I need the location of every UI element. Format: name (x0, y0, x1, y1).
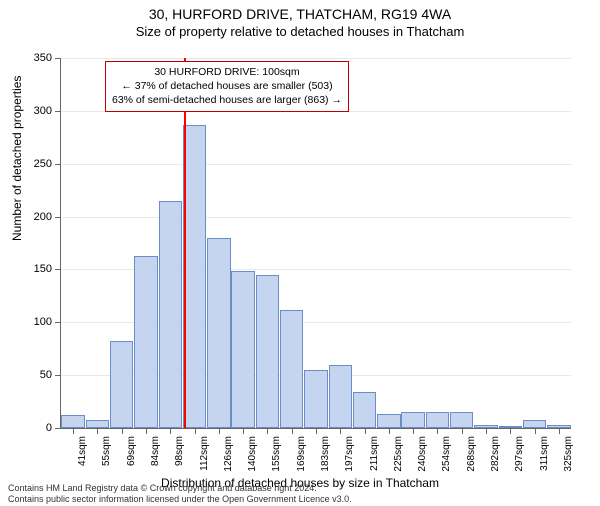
chart-plot-area: 05010015020025030035041sqm55sqm69sqm84sq… (60, 58, 571, 429)
x-tick-label: 155sqm (271, 436, 282, 472)
x-tick (97, 428, 98, 434)
histogram-bar (110, 341, 134, 428)
histogram-bar (183, 125, 207, 428)
x-tick-label: 55sqm (101, 436, 112, 466)
histogram-bar (329, 365, 353, 428)
callout-line-2: ← 37% of detached houses are smaller (50… (112, 79, 342, 93)
x-tick (462, 428, 463, 434)
y-tick (55, 58, 61, 59)
histogram-bar (231, 271, 255, 429)
histogram-bar (207, 238, 231, 428)
y-tick-label: 350 (34, 52, 52, 64)
x-tick-label: 140sqm (247, 436, 258, 472)
gridline (61, 217, 571, 218)
histogram-bar (523, 420, 547, 428)
x-tick-label: 126sqm (223, 436, 234, 472)
x-tick-label: 311sqm (539, 436, 550, 471)
x-tick (389, 428, 390, 434)
x-tick-label: 84sqm (150, 436, 161, 466)
copyright-line-1: Contains HM Land Registry data © Crown c… (8, 483, 352, 494)
chart-title-main: 30, HURFORD DRIVE, THATCHAM, RG19 4WA (0, 6, 600, 22)
x-tick (267, 428, 268, 434)
y-axis-title: Number of detached properties (10, 76, 24, 241)
y-tick (55, 217, 61, 218)
x-tick (559, 428, 560, 434)
chart-title-sub: Size of property relative to detached ho… (0, 24, 600, 39)
x-tick (340, 428, 341, 434)
x-tick (122, 428, 123, 434)
y-tick (55, 111, 61, 112)
x-tick (170, 428, 171, 434)
x-tick (316, 428, 317, 434)
x-tick (437, 428, 438, 434)
y-tick-label: 200 (34, 211, 52, 223)
callout-box: 30 HURFORD DRIVE: 100sqm ← 37% of detach… (105, 61, 349, 112)
y-tick-label: 250 (34, 158, 52, 170)
x-tick-label: 268sqm (466, 436, 477, 472)
y-tick-label: 50 (40, 369, 52, 381)
y-tick (55, 164, 61, 165)
histogram-bar (304, 370, 328, 428)
x-tick (510, 428, 511, 434)
histogram-bar (401, 412, 425, 428)
x-tick-label: 225sqm (393, 436, 404, 472)
x-tick (73, 428, 74, 434)
y-tick-label: 100 (34, 316, 52, 328)
histogram-bar (256, 275, 280, 428)
x-tick (486, 428, 487, 434)
x-tick (365, 428, 366, 434)
x-tick (219, 428, 220, 434)
histogram-bar (353, 392, 377, 428)
histogram-bar (159, 201, 183, 428)
x-tick (243, 428, 244, 434)
y-tick (55, 375, 61, 376)
histogram-bar (86, 420, 110, 428)
y-tick-label: 150 (34, 263, 52, 275)
histogram-bar (134, 256, 158, 428)
x-tick-label: 197sqm (344, 436, 355, 472)
x-tick-label: 98sqm (174, 436, 185, 466)
x-tick-label: 254sqm (441, 436, 452, 472)
x-tick-label: 325sqm (563, 436, 574, 472)
callout-line-3: 63% of semi-detached houses are larger (… (112, 93, 342, 107)
property-marker-line (184, 58, 186, 428)
x-tick-label: 297sqm (514, 436, 525, 472)
y-tick (55, 428, 61, 429)
histogram-bar (450, 412, 474, 428)
x-tick-label: 211sqm (369, 436, 380, 471)
histogram-bar (426, 412, 450, 428)
x-tick-label: 183sqm (320, 436, 331, 472)
y-tick (55, 322, 61, 323)
x-tick (146, 428, 147, 434)
x-tick-label: 41sqm (77, 436, 88, 466)
histogram-bar (377, 414, 401, 428)
x-tick-label: 240sqm (417, 436, 428, 472)
x-tick-label: 282sqm (490, 436, 501, 472)
y-tick (55, 269, 61, 270)
x-tick-label: 112sqm (199, 436, 210, 471)
y-tick-label: 0 (46, 422, 52, 434)
gridline (61, 58, 571, 59)
callout-line-1: 30 HURFORD DRIVE: 100sqm (112, 65, 342, 79)
histogram-bar (61, 415, 85, 428)
x-tick-label: 69sqm (126, 436, 137, 466)
x-tick-label: 169sqm (296, 436, 307, 472)
copyright-notice: Contains HM Land Registry data © Crown c… (8, 483, 352, 505)
histogram-bar (280, 310, 304, 428)
gridline (61, 164, 571, 165)
x-tick (535, 428, 536, 434)
x-tick (413, 428, 414, 434)
y-tick-label: 300 (34, 105, 52, 117)
x-tick (292, 428, 293, 434)
x-tick (195, 428, 196, 434)
